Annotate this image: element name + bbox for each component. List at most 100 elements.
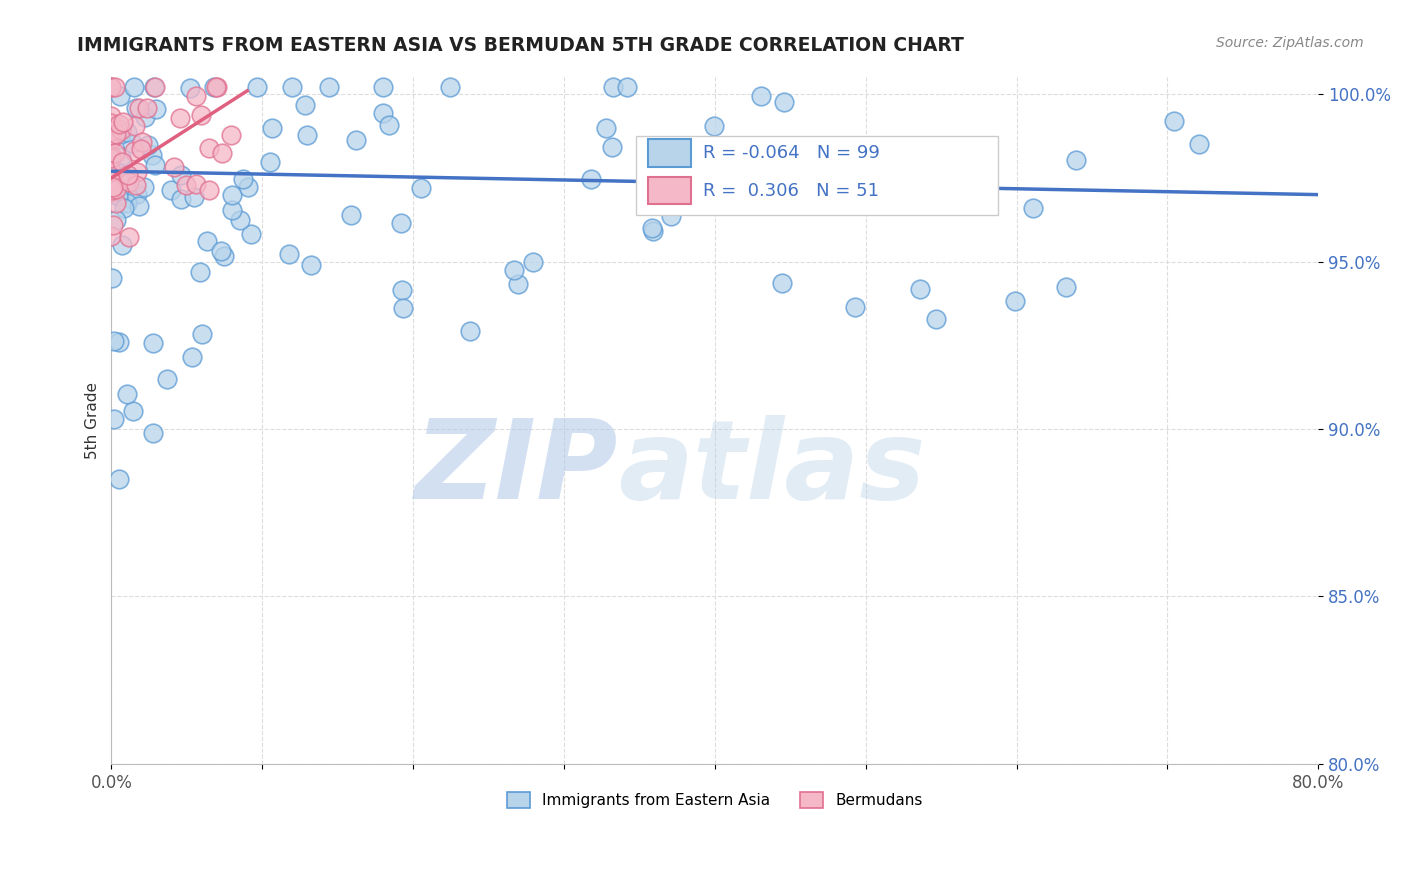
Point (373, 106, 395, 120)
Point (117, 191, 139, 205)
Point (1022, 201, 1045, 215)
Point (141, 148, 163, 162)
Point (142, 426, 165, 441)
Point (221, 203, 243, 218)
Point (392, 301, 415, 315)
Point (104, 127, 127, 141)
Text: ZIP: ZIP (415, 415, 619, 522)
Point (190, 108, 212, 122)
Point (733, 193, 755, 207)
Point (122, 144, 145, 158)
Point (219, 128, 242, 142)
Point (134, 110, 156, 124)
Point (121, 404, 143, 418)
Point (118, 175, 141, 189)
Point (143, 80, 166, 95)
Point (125, 178, 148, 192)
Point (111, 155, 134, 169)
Point (205, 80, 228, 95)
Point (924, 311, 946, 326)
Point (181, 350, 204, 364)
Point (191, 326, 214, 341)
Point (103, 412, 125, 426)
Point (100, 163, 122, 178)
Point (231, 172, 253, 186)
Point (641, 224, 664, 238)
Point (803, 168, 825, 182)
Point (260, 121, 283, 136)
Point (136, 137, 159, 152)
Point (236, 180, 259, 194)
Text: atlas: atlas (619, 415, 925, 522)
Point (458, 324, 481, 338)
Point (668, 152, 690, 166)
Point (103, 334, 125, 348)
Point (339, 208, 361, 222)
Point (105, 182, 128, 196)
Point (128, 101, 150, 115)
Point (659, 209, 682, 223)
Point (100, 185, 122, 199)
Point (170, 168, 193, 182)
Point (125, 164, 148, 178)
Point (124, 119, 146, 133)
Point (229, 212, 252, 227)
Point (101, 271, 124, 285)
Point (439, 80, 461, 95)
Point (239, 227, 262, 241)
Point (108, 472, 131, 486)
Point (100, 123, 122, 137)
Point (295, 128, 318, 143)
Point (259, 155, 281, 169)
Point (772, 95, 794, 110)
Point (100, 80, 122, 95)
Point (122, 80, 145, 95)
Point (1163, 114, 1185, 128)
Point (676, 142, 699, 156)
Point (135, 101, 157, 115)
Point (344, 133, 367, 147)
Text: IMMIGRANTS FROM EASTERN ASIA VS BERMUDAN 5TH GRADE CORRELATION CHART: IMMIGRANTS FROM EASTERN ASIA VS BERMUDAN… (77, 36, 965, 54)
Point (100, 151, 122, 165)
Point (318, 80, 340, 95)
Point (1188, 136, 1211, 151)
Point (131, 142, 153, 156)
Point (100, 183, 122, 197)
Point (125, 187, 148, 202)
Point (749, 89, 772, 103)
Point (411, 180, 433, 194)
Point (209, 244, 232, 258)
Point (246, 80, 269, 95)
Point (100, 174, 122, 188)
Point (703, 119, 725, 133)
Point (278, 246, 301, 260)
Point (107, 189, 129, 203)
Point (108, 166, 131, 180)
Y-axis label: 5th Grade: 5th Grade (86, 382, 100, 459)
Point (202, 80, 225, 95)
FancyBboxPatch shape (648, 177, 690, 204)
Point (377, 118, 399, 132)
Point (121, 136, 143, 151)
Point (107, 118, 129, 132)
Point (115, 387, 138, 401)
Point (100, 80, 122, 95)
Point (115, 125, 138, 139)
Point (1066, 153, 1088, 168)
Point (100, 116, 122, 130)
FancyBboxPatch shape (637, 136, 998, 215)
Point (280, 80, 302, 95)
Point (198, 141, 221, 155)
Point (595, 120, 617, 135)
Point (188, 265, 211, 279)
Point (508, 277, 530, 291)
Point (214, 249, 236, 263)
Point (910, 282, 932, 296)
Point (299, 258, 322, 272)
Point (294, 97, 316, 112)
Point (373, 80, 395, 95)
Point (112, 201, 135, 215)
Point (101, 219, 124, 233)
Point (104, 145, 127, 160)
Point (389, 215, 412, 229)
